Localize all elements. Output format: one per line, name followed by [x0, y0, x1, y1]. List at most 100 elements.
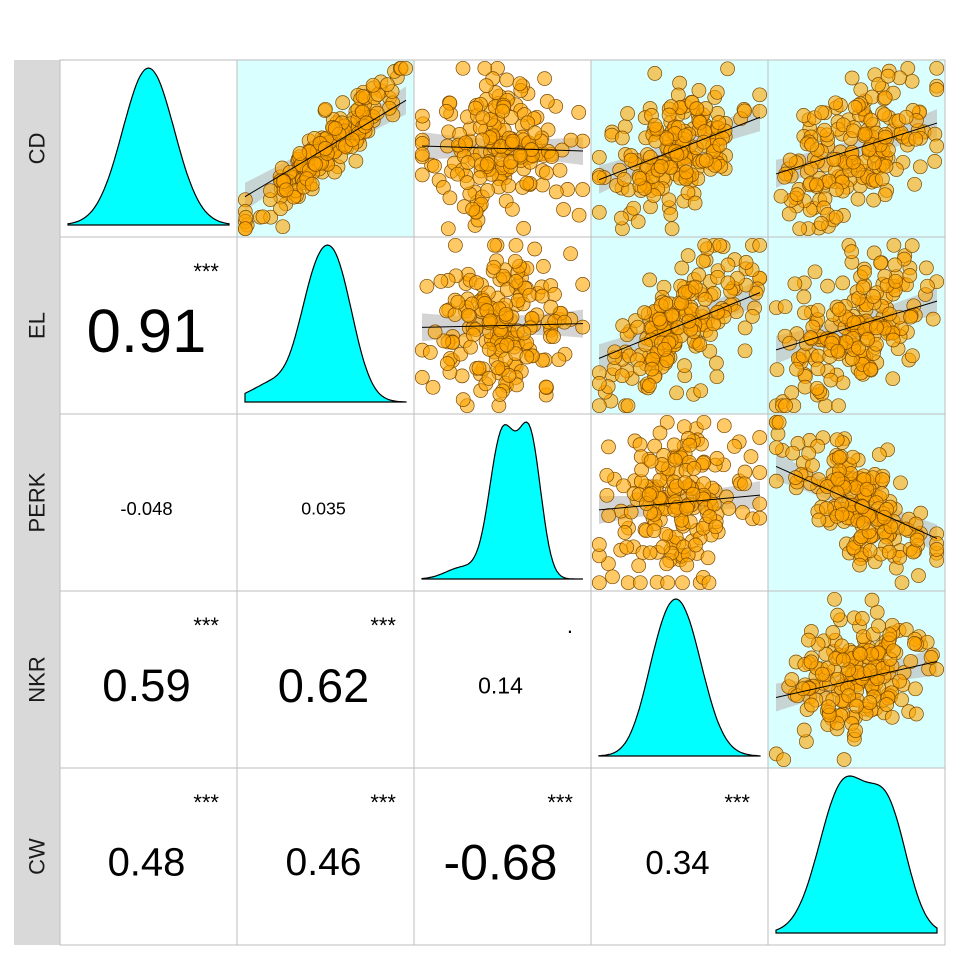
scatter-point	[308, 157, 323, 172]
scatter-point	[905, 348, 920, 364]
scatter-point	[777, 299, 793, 315]
panel-nkr-nkr	[590, 590, 769, 769]
scatter-point	[885, 371, 901, 387]
scatter-point	[894, 575, 910, 591]
scatter-point	[460, 307, 476, 323]
scatter-point	[642, 487, 657, 502]
scatter-point	[720, 275, 736, 291]
scatter-point	[499, 337, 515, 353]
scatter-point	[846, 154, 861, 170]
scatter-point	[591, 376, 607, 391]
scatter-point	[601, 508, 617, 523]
regression-line	[598, 494, 761, 511]
scatter-point	[857, 265, 872, 280]
scatter-point	[781, 206, 797, 222]
scatter-point	[263, 183, 278, 199]
row-strip-label: EL	[25, 312, 50, 339]
scatter-point	[501, 178, 517, 194]
scatter-point	[479, 156, 495, 172]
scatter-point	[877, 129, 893, 145]
correlation-value: -0.68	[444, 835, 558, 891]
scatter-point	[626, 200, 642, 216]
scatter-point	[652, 472, 668, 488]
scatter-point	[835, 652, 851, 668]
scatter-point	[571, 207, 587, 223]
scatter-point	[440, 356, 455, 371]
scatter-point	[768, 473, 784, 489]
scatter-point	[551, 352, 567, 368]
scatter-point	[495, 268, 511, 284]
scatter-point	[563, 246, 578, 262]
scatter-point	[688, 537, 703, 553]
scatter-point	[643, 453, 659, 469]
scatter-point	[478, 78, 494, 93]
scatter-point	[912, 159, 928, 175]
scatter-point	[738, 255, 754, 270]
scatter-point	[605, 569, 620, 585]
scatter-point	[827, 591, 842, 607]
scatter-point	[697, 292, 713, 307]
scatter-point	[492, 387, 508, 402]
panel-perk-cd: -0.048	[59, 413, 238, 592]
scatter-point	[642, 378, 657, 393]
scatter-point	[471, 360, 487, 376]
scatter-point	[884, 709, 900, 725]
scatter-point	[898, 109, 914, 125]
regression-line	[421, 145, 584, 152]
scatter-point	[880, 68, 896, 84]
scatter-point	[830, 343, 846, 359]
row-strip-el: EL	[14, 237, 60, 414]
scatter-point	[925, 311, 941, 327]
scatter-point	[929, 60, 945, 76]
scatter-point	[481, 371, 497, 386]
row-strip-label: CW	[25, 838, 50, 875]
scatter-point	[769, 362, 785, 378]
regression-line	[775, 122, 938, 175]
scatter-point	[657, 341, 672, 357]
scatter-point	[398, 60, 414, 76]
scatter-point	[920, 278, 935, 294]
scatter-point	[687, 195, 703, 211]
scatter-point	[752, 237, 768, 253]
scatter-point	[466, 327, 481, 343]
scatter-point	[591, 204, 607, 220]
scatter-point	[647, 438, 663, 454]
regression-line	[421, 323, 584, 328]
scatter-point	[620, 106, 635, 121]
significance-stars: ***	[193, 259, 219, 284]
scatter-point	[659, 131, 675, 147]
scatter-point	[663, 207, 679, 222]
scatter-point	[655, 539, 671, 555]
scatter-point	[903, 309, 918, 325]
scatter-point	[422, 345, 438, 360]
scatter-point	[698, 152, 714, 168]
scatter-point	[278, 182, 294, 198]
scatter-point	[677, 475, 693, 491]
scatter-point	[647, 117, 663, 133]
scatter-point	[854, 611, 870, 626]
scatter-point	[907, 636, 922, 651]
scatter-point	[885, 332, 901, 348]
scatter-point	[652, 425, 668, 441]
scatter-point	[442, 190, 458, 206]
scatter-point	[875, 171, 890, 187]
density-curve-nkr	[598, 598, 761, 757]
scatter-point	[857, 126, 873, 142]
scatter-point	[365, 77, 381, 93]
panel-cw-cw	[767, 767, 946, 946]
scatter-point	[535, 177, 550, 193]
scatter-point	[455, 60, 471, 76]
scatter-point	[440, 221, 456, 237]
scatter-point	[841, 688, 857, 704]
scatter-point	[712, 237, 728, 253]
scatter-point	[630, 319, 646, 335]
correlation-value: 0.46	[286, 841, 362, 884]
scatter-point	[831, 450, 847, 465]
correlation-value: 0.62	[278, 659, 369, 712]
significance-stars: ***	[370, 790, 396, 815]
scatter-point	[536, 259, 551, 274]
scatter-point	[689, 101, 705, 116]
scatter-point	[614, 210, 629, 226]
scatter-point	[414, 370, 430, 385]
scatter-point	[787, 276, 803, 292]
